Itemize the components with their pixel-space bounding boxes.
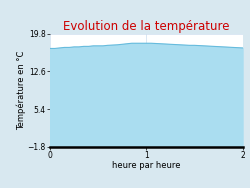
Title: Evolution de la température: Evolution de la température (63, 20, 230, 33)
Y-axis label: Température en °C: Température en °C (17, 51, 26, 130)
X-axis label: heure par heure: heure par heure (112, 161, 180, 170)
